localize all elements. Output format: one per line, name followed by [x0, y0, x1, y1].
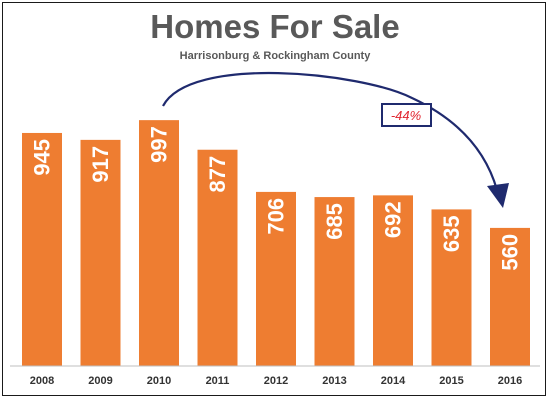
bar-value-label: 635: [439, 215, 464, 252]
bar-value-label: 692: [381, 201, 406, 238]
bar-value-label: 917: [88, 146, 113, 183]
x-tick-label: 2015: [439, 375, 463, 387]
change-annotation: -44%: [162, 71, 509, 208]
x-tick-label: 2013: [322, 375, 346, 387]
bar-value-label: 877: [205, 156, 230, 193]
bar-value-label: 706: [264, 198, 289, 235]
bar-2008: [22, 132, 62, 366]
x-tick-labels: 2008 2009 2010 2011 2012 2013 2014 2015 2016: [30, 375, 522, 387]
x-tick-label: 2008: [30, 375, 54, 387]
bar-2011: [197, 149, 238, 366]
chart-subtitle: Harrisonburg & Rockingham County: [179, 50, 371, 62]
bar-2015: [431, 209, 472, 366]
labels-group: 945 917 997 877 706 685 692 635 560: [30, 126, 523, 270]
bar-value-label: 685: [322, 203, 347, 240]
x-tick-label: 2014: [381, 375, 406, 387]
chart-title: Homes For Sale: [150, 8, 400, 45]
annotation-box: [381, 103, 432, 127]
x-tick-label: 2012: [264, 375, 288, 387]
bar-value-label: 945: [30, 139, 55, 176]
bar-2012: [256, 191, 296, 366]
bar-2009: [80, 139, 121, 366]
bar-value-label: 997: [147, 126, 172, 163]
annotation-label: -44%: [391, 108, 421, 123]
bar-2010: [139, 120, 179, 366]
bar-2016: [490, 227, 530, 366]
bar-2014: [373, 195, 413, 366]
bar-2013: [314, 197, 355, 366]
bars-group: [22, 120, 530, 366]
x-tick-label: 2010: [147, 375, 171, 387]
change-arrow: [162, 71, 499, 191]
x-tick-label: 2016: [498, 375, 522, 387]
arrow-head-icon: [487, 183, 509, 208]
x-tick-label: 2009: [88, 375, 112, 387]
bar-value-label: 560: [498, 234, 523, 271]
x-tick-label: 2011: [206, 375, 230, 387]
